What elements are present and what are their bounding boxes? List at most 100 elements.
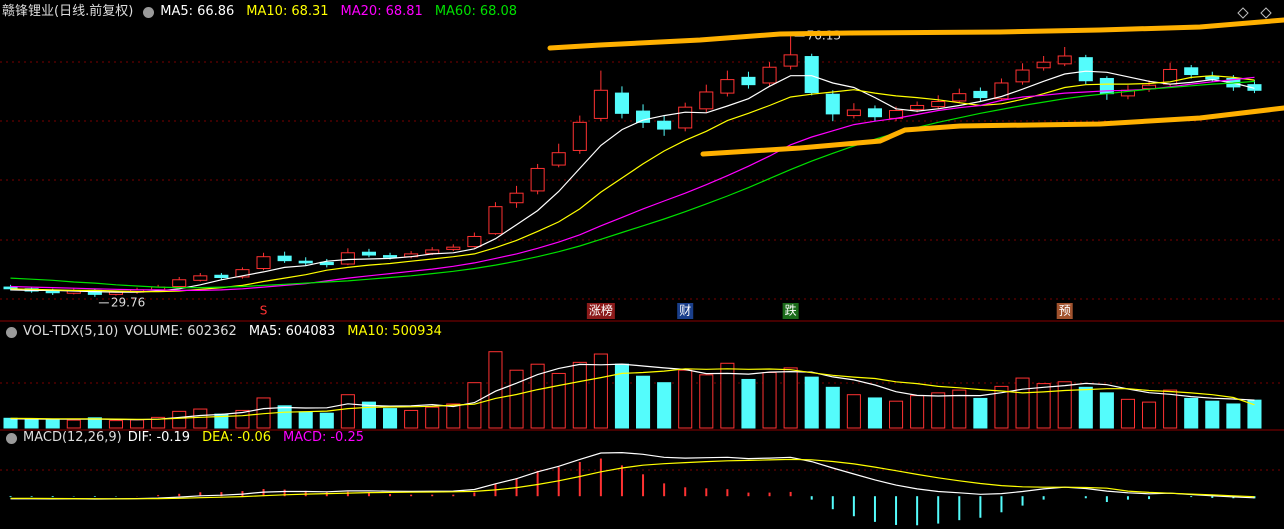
candle-body [488, 206, 503, 235]
indicator-line [10, 451, 1255, 500]
trend-line [700, 105, 1284, 157]
candle-body [741, 76, 756, 86]
legend-name: VOLUME [124, 324, 183, 339]
candle-body [383, 255, 398, 258]
candle-body [319, 261, 334, 266]
candle-body [614, 92, 629, 114]
event-label: 财 [679, 304, 691, 318]
candle-body [530, 167, 545, 192]
volume-bar [319, 412, 334, 429]
trend-line [547, 17, 1284, 51]
legend-name: MA10 [246, 4, 287, 19]
legend-value: 602362 [187, 324, 237, 339]
volume-bar [1057, 381, 1072, 429]
candle-body [1057, 55, 1072, 65]
candle-body [298, 260, 313, 264]
volume-bar [593, 353, 608, 429]
legend-entry: VOLUME 602362 [124, 324, 242, 340]
indicator-line [10, 363, 1255, 421]
menu-icon[interactable] [6, 432, 17, 444]
candle-body [952, 93, 967, 102]
event-label: 预 [1059, 304, 1071, 318]
volume-bar [446, 403, 461, 429]
event-badge [677, 303, 694, 319]
volume-bar [720, 362, 735, 429]
candle-body [467, 235, 482, 248]
candle-body [657, 120, 672, 130]
volume-bar [172, 410, 187, 429]
volume-bar [193, 408, 208, 429]
legend-value: 68.31 [291, 4, 329, 19]
legend-value: 68.08 [479, 4, 518, 19]
volume-bar [699, 374, 714, 429]
event-label: 涨榜 [589, 303, 613, 318]
volume-bar [383, 408, 398, 429]
volume-bar [762, 372, 777, 429]
indicator-line [10, 80, 1255, 289]
volume-bar [467, 382, 482, 429]
candle-body [340, 252, 355, 265]
window-icons[interactable] [1237, 7, 1272, 19]
volume-bar [889, 400, 904, 429]
legend-value: -0.19 [156, 430, 191, 445]
candle-body [910, 104, 925, 110]
menu-icon[interactable] [143, 6, 155, 18]
event-badge [782, 303, 799, 319]
candle-body [678, 106, 693, 129]
legend-entry: MA6068.08 [435, 4, 523, 20]
volume-header: VOL-TDX(5,10) VOLUME 602362 MA5604083 MA10 50… [2, 324, 454, 340]
candle-body [446, 246, 461, 250]
indicator-line [10, 76, 1255, 291]
legend-entry: MACD -0.25 [283, 430, 370, 446]
volume-bar [24, 419, 39, 429]
volume-bar [846, 394, 861, 429]
candle-body [846, 109, 861, 117]
volume-bar [825, 386, 840, 429]
volume-bar [931, 392, 946, 429]
volume-bar [361, 401, 376, 429]
candle-body [1142, 84, 1157, 90]
event-label: 跌 [785, 303, 797, 318]
candle-body [1078, 57, 1093, 82]
menu-icon[interactable] [6, 326, 17, 338]
volume-bar [636, 375, 651, 429]
volume-bar [741, 378, 756, 429]
volume-bar [994, 385, 1009, 429]
volume-bar [425, 406, 440, 429]
volume-bar [1120, 398, 1135, 429]
indicator-line [10, 458, 1255, 500]
candle-body [361, 251, 376, 256]
volume-bar [1036, 383, 1051, 429]
candle-body [1036, 61, 1051, 69]
candle-body [214, 274, 229, 279]
plot-area: 29.7676.13S 涨榜财跌预 [3, 29, 1262, 526]
candle-body [699, 91, 714, 110]
volume-bar [572, 361, 587, 429]
candle-body [762, 66, 777, 84]
volume-bar [277, 405, 292, 429]
legend-name: MA60 [435, 4, 476, 19]
volume-bar [1226, 403, 1241, 429]
volume-bar [87, 417, 102, 429]
volume-bar [151, 416, 166, 429]
volume-bar [130, 419, 145, 429]
candle-body [593, 89, 608, 119]
candle-body [256, 256, 271, 270]
candle-body [783, 54, 798, 67]
indicator-line [10, 368, 1255, 420]
volume-bar [551, 372, 566, 429]
volume-bar [1142, 401, 1157, 429]
legend-name: MACD [283, 430, 326, 445]
legend-name: MA5 [249, 324, 282, 339]
candle-body [825, 93, 840, 115]
volume-bar [1205, 400, 1220, 429]
legend-name: DEA [202, 430, 233, 445]
legend-value: 68.81 [385, 4, 423, 19]
candle-body [45, 290, 60, 294]
candle-body [193, 275, 208, 281]
legend-entry: MA10 500934 [347, 324, 448, 340]
legend-entry: MA2068.81 [341, 4, 429, 20]
volume-bar [952, 389, 967, 429]
